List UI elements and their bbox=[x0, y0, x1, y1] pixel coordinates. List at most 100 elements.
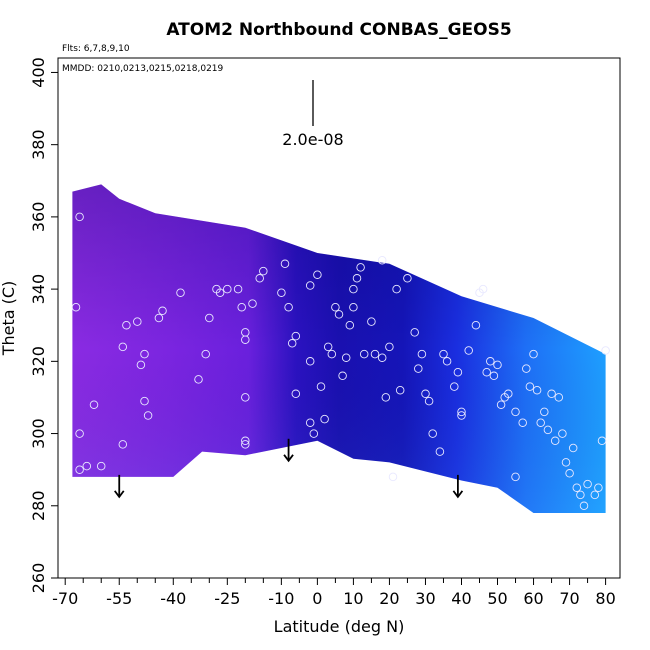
sample-point bbox=[421, 389, 430, 399]
sample-point bbox=[403, 274, 412, 283]
sample-point bbox=[594, 483, 603, 492]
sample-point bbox=[345, 320, 355, 330]
sample-point bbox=[158, 306, 167, 316]
sample-point bbox=[572, 483, 582, 492]
sample-points bbox=[71, 212, 610, 511]
sample-point bbox=[370, 349, 380, 359]
scale-label: 2.0e-08 bbox=[282, 130, 343, 149]
sample-point bbox=[215, 288, 225, 297]
y-axis-label: Theta (C) bbox=[0, 281, 18, 357]
sample-point bbox=[338, 371, 347, 381]
sample-point bbox=[464, 346, 473, 355]
sample-point bbox=[377, 353, 387, 362]
x-tick-label: 40 bbox=[451, 589, 471, 608]
sample-point bbox=[395, 385, 405, 395]
sample-point bbox=[525, 382, 535, 391]
sample-point bbox=[133, 317, 142, 326]
sample-point bbox=[583, 479, 592, 489]
x-tick-label: 30 bbox=[415, 589, 435, 608]
sample-point bbox=[504, 389, 513, 399]
x-tick-label: 0 bbox=[312, 589, 322, 608]
y-tick-label: 260 bbox=[29, 563, 48, 594]
down-arrow-icon bbox=[283, 438, 294, 463]
sample-point bbox=[385, 342, 394, 352]
sample-point bbox=[417, 349, 427, 359]
sample-point bbox=[561, 458, 571, 467]
sample-point bbox=[313, 270, 322, 279]
sample-point bbox=[489, 371, 499, 381]
sample-point bbox=[140, 349, 149, 359]
sample-point bbox=[118, 342, 128, 352]
sample-point bbox=[590, 490, 600, 500]
sample-point bbox=[82, 461, 92, 471]
sample-point bbox=[540, 407, 549, 417]
sample-point bbox=[392, 284, 401, 294]
sample-point bbox=[233, 284, 243, 294]
sample-point bbox=[359, 349, 369, 359]
sample-point bbox=[352, 274, 362, 283]
sample-point bbox=[410, 328, 419, 337]
sample-point bbox=[341, 353, 351, 362]
x-tick-label: 20 bbox=[379, 589, 399, 608]
sample-point bbox=[237, 302, 246, 312]
sample-point bbox=[154, 313, 164, 323]
sample-point bbox=[291, 389, 301, 399]
sample-point bbox=[176, 288, 185, 297]
y-tick-label: 320 bbox=[29, 346, 48, 377]
down-arrow-icon bbox=[452, 474, 464, 499]
x-tick-label: -10 bbox=[268, 589, 294, 608]
plot-frame bbox=[57, 57, 621, 579]
scale-marker: 2.0e-08 bbox=[282, 80, 344, 149]
sample-point bbox=[568, 443, 578, 453]
y-axis: 260 280 300 320 340 360 380 400 bbox=[29, 57, 58, 593]
sample-point bbox=[482, 367, 491, 377]
x-tick-label: 80 bbox=[595, 589, 615, 608]
x-tick-label: 60 bbox=[523, 589, 543, 608]
sample-point bbox=[486, 357, 495, 366]
sample-point bbox=[428, 429, 437, 438]
sample-point bbox=[511, 407, 520, 417]
sample-point bbox=[554, 393, 564, 402]
sample-point bbox=[323, 342, 333, 352]
sample-point bbox=[75, 465, 84, 474]
sample-point bbox=[259, 266, 268, 276]
y-tick-label: 360 bbox=[29, 202, 48, 233]
sample-point bbox=[511, 472, 520, 482]
x-tick-label: -25 bbox=[214, 589, 240, 608]
sample-point bbox=[305, 357, 315, 366]
sample-point bbox=[118, 440, 128, 449]
sample-point bbox=[576, 490, 585, 500]
y-tick-label: 380 bbox=[29, 129, 48, 160]
x-tick-label: 50 bbox=[487, 589, 507, 608]
sample-point bbox=[597, 436, 607, 446]
sample-point bbox=[143, 411, 153, 420]
sample-point bbox=[140, 396, 149, 406]
y-tick-label: 400 bbox=[29, 57, 48, 88]
sample-point bbox=[450, 382, 459, 391]
sample-point bbox=[453, 367, 463, 377]
sample-point bbox=[565, 469, 574, 478]
sample-point bbox=[547, 389, 556, 399]
sample-point bbox=[241, 328, 250, 337]
sample-point bbox=[532, 385, 542, 395]
sample-point bbox=[457, 411, 466, 420]
sample-point bbox=[349, 302, 358, 312]
sample-point bbox=[327, 349, 337, 359]
sample-point bbox=[223, 284, 232, 294]
sample-point bbox=[381, 393, 391, 402]
x-axis: -70 -55 -40 -25 -10 0 10 20 30 40 50 60 70 80 bbox=[52, 578, 616, 608]
sample-point bbox=[529, 349, 538, 359]
sample-point bbox=[75, 212, 84, 222]
x-tick-label: -70 bbox=[52, 589, 78, 608]
sample-point bbox=[424, 396, 434, 406]
y-tick-label: 300 bbox=[29, 418, 48, 449]
sample-point bbox=[255, 274, 264, 283]
sample-point bbox=[122, 320, 131, 330]
sample-point bbox=[558, 429, 567, 438]
wind-arrows bbox=[114, 438, 464, 499]
sample-point bbox=[457, 407, 466, 417]
sample-point bbox=[201, 349, 210, 359]
sample-point bbox=[305, 281, 315, 290]
sample-point bbox=[334, 310, 344, 319]
